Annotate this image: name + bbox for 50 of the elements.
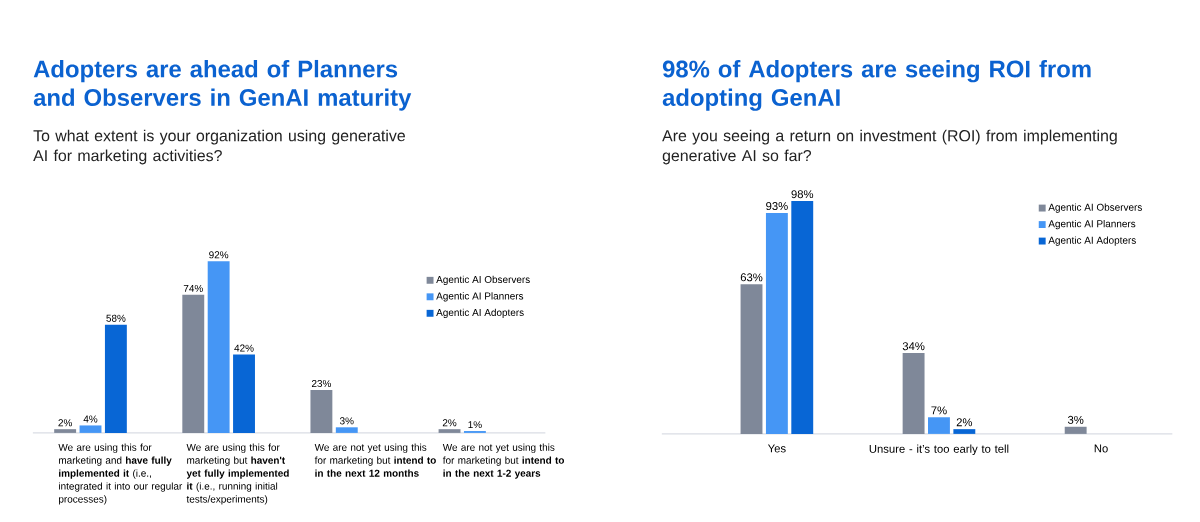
data-label: 93%	[766, 201, 788, 210]
data-label: 74%	[183, 284, 203, 292]
bar	[791, 200, 814, 434]
data-label: 2%	[58, 419, 72, 427]
x-tick-label: No	[1094, 444, 1108, 453]
legend-label: Agentic AI Observers	[436, 275, 530, 285]
bar	[233, 354, 255, 433]
bar	[765, 212, 788, 434]
data-label: 42%	[234, 344, 254, 352]
x-tick-label: Unsure - it’s too early to tell	[869, 444, 1009, 455]
bar	[207, 261, 230, 433]
data-label: 2%	[956, 418, 973, 426]
legend-label: Agentic AI Adopters	[1048, 236, 1136, 246]
data-label: 3%	[339, 417, 354, 425]
chart-title: Adopters are ahead of Planners and Observers in GenAI maturity	[33, 59, 412, 111]
data-label: 2%	[442, 419, 457, 427]
bar	[953, 428, 976, 434]
bar	[335, 427, 358, 433]
data-label: 34%	[902, 341, 925, 350]
legend-label: Agentic AI Planners	[1048, 219, 1136, 229]
chart-subtitle: To what extent is your organization using generative AI for marketing activities?	[33, 129, 405, 165]
bar	[182, 294, 205, 433]
data-label: 3%	[1067, 415, 1084, 424]
data-label: 1%	[468, 420, 482, 428]
bar	[104, 324, 127, 433]
bar	[54, 428, 77, 433]
x-tick-label: We are using this for marketing and have fully implemented it (i.e., integrated it into our regular processes)	[58, 443, 183, 505]
bar	[79, 425, 102, 433]
data-label: 4%	[83, 415, 98, 423]
data-label: 23%	[311, 379, 331, 387]
bar	[438, 428, 461, 433]
legend-label: Agentic AI Planners	[436, 291, 524, 302]
data-label: 58%	[106, 314, 126, 322]
legend-label: Agentic AI Adopters	[436, 308, 524, 318]
bar	[740, 284, 763, 434]
x-tick-label: We are using this for marketing but haven't yet fully implemented it (i.e., running initial tests/experiments)	[186, 443, 289, 505]
data-label: 63%	[740, 273, 763, 282]
x-tick-label: Yes	[767, 444, 786, 453]
bar	[1064, 426, 1087, 434]
data-label: 92%	[209, 251, 229, 259]
bar	[928, 417, 950, 434]
chart-title: 98% of Adopters are seeing ROI from adopting GenAI	[662, 59, 1091, 111]
chart-subtitle: Are you seeing a return on investment (ROI) from implementing generative AI so far?	[662, 129, 1117, 165]
bar	[902, 352, 925, 434]
x-tick-label: We are not yet using this for marketing but intend to in the next 1-2 years	[442, 443, 565, 479]
bar	[310, 389, 333, 433]
data-label: 7%	[931, 406, 947, 415]
data-label: 98%	[791, 189, 814, 198]
legend-label: Agentic AI Observers	[1048, 203, 1142, 213]
x-tick-label: We are not yet using this for marketing but intend to in the next 12 months	[314, 443, 436, 477]
